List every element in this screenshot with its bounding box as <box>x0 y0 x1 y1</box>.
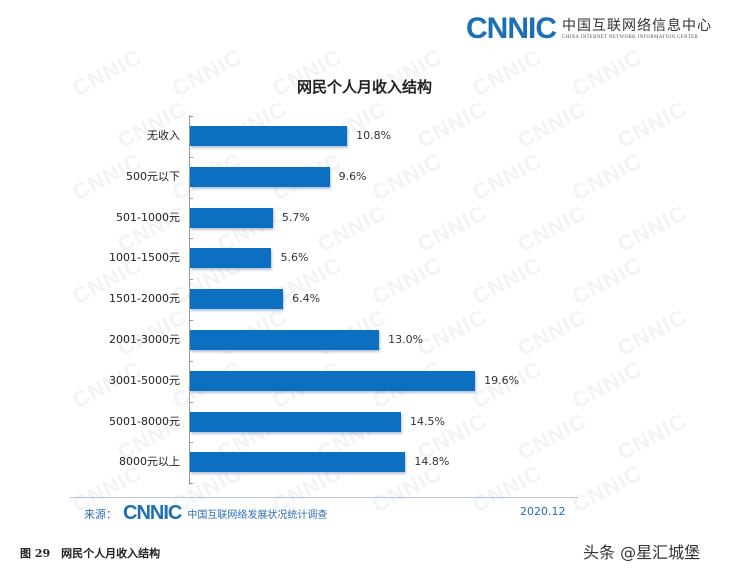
axis-tick <box>189 116 193 117</box>
watermark-text: CNNIC <box>513 95 591 154</box>
logo-english-name: CHINA INTERNET NETWORK INFORMATION CENTE… <box>562 34 699 40</box>
chart-title: 网民个人月收入结构 <box>296 78 432 96</box>
category-label: 1501-2000元 <box>109 292 180 306</box>
watermark-text: CNNIC <box>568 147 646 206</box>
cnnic-logo: CNNIC 中国互联网络信息中心 CHINA INTERNET NETWORK … <box>466 14 712 44</box>
bar <box>190 126 348 146</box>
axis-tick <box>189 156 193 158</box>
axis-tick <box>189 401 193 403</box>
category-label: 5001-8000元 <box>109 414 180 428</box>
category-label: 1001-1500元 <box>109 251 180 265</box>
category-label: 8000元以上 <box>119 455 180 469</box>
bar <box>190 248 272 269</box>
value-label: 14.5% <box>409 414 445 428</box>
axis-tick <box>189 279 193 281</box>
watermark-text: CNNIC <box>568 459 646 518</box>
value-label: 10.8% <box>356 129 392 142</box>
watermark-text: CNNIC <box>568 251 646 310</box>
bar <box>190 289 284 310</box>
axis-tick <box>189 483 193 485</box>
watermark-text: CNNIC <box>368 251 446 310</box>
watermark-text: CNNIC <box>613 303 691 362</box>
watermark-text: CNNIC <box>413 95 491 154</box>
watermark-text: CNNIC <box>613 95 691 154</box>
bar <box>190 370 476 391</box>
watermark-text: CNNIC <box>568 355 646 414</box>
watermark-text: CNNIC <box>468 147 546 206</box>
watermark-text: CNNIC <box>413 199 491 258</box>
bar <box>190 330 380 350</box>
report-date: 2020.12 <box>520 505 566 518</box>
source-logo: CNNIC <box>123 502 182 524</box>
watermark-text: CNNIC <box>468 251 546 310</box>
value-label: 5.7% <box>281 210 310 224</box>
watermark-text: CNNIC <box>613 199 691 258</box>
category-label: 3001-5000元 <box>109 373 180 387</box>
value-label: 14.8% <box>414 455 450 469</box>
category-label: 500元以下 <box>126 169 180 183</box>
value-label: 13.0% <box>388 333 424 346</box>
watermark-text: CNNIC <box>513 407 591 466</box>
value-label: 9.6% <box>338 169 367 183</box>
watermark-text: CNNIC <box>513 199 591 258</box>
axis-tick <box>189 197 193 199</box>
axis-tick <box>189 238 193 240</box>
watermark-text: CNNIC <box>368 147 446 206</box>
axis-tick <box>189 320 193 321</box>
axis-tick <box>189 360 193 362</box>
bar <box>190 411 401 432</box>
value-label: 6.4% <box>292 292 321 306</box>
category-label: 501-1000元 <box>116 210 180 224</box>
watermark-text: CNNIC <box>613 407 691 466</box>
y-axis-line <box>189 115 190 485</box>
bar <box>190 452 406 473</box>
bar <box>190 207 273 228</box>
source-line: 来源： CNNIC 中国互联网络发展状况统计调查 <box>84 502 327 525</box>
axis-tick <box>189 442 193 444</box>
value-label: 19.6% <box>484 373 520 387</box>
watermark-text: CNNIC <box>513 303 591 362</box>
bar <box>190 166 330 187</box>
value-label: 5.6% <box>280 251 309 265</box>
footer-divider <box>70 497 578 498</box>
category-label: 无收入 <box>147 129 180 142</box>
logo-wordmark: CNNIC <box>466 12 557 45</box>
watermark-text: CNNIC <box>413 303 491 362</box>
source-label: 来源： <box>84 507 117 521</box>
source-description: 中国互联网络发展状况统计调查 <box>187 510 328 521</box>
watermark-text: CNNIC <box>313 199 391 258</box>
figure-caption: 图 29 网民个人月收入结构 <box>20 547 161 560</box>
logo-chinese-name: 中国互联网络信息中心 <box>562 17 712 34</box>
category-label: 2001-3000元 <box>109 333 180 346</box>
author-credit: 头条 @星汇城堡 <box>583 543 701 562</box>
